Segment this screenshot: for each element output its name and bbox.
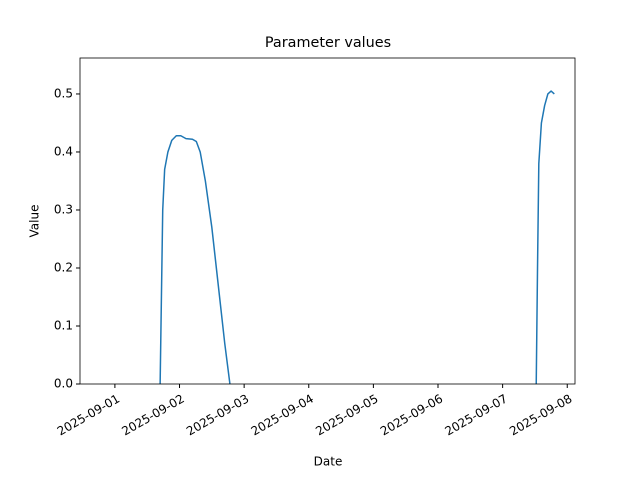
x-axis-label: Date: [314, 455, 343, 469]
y-tick-label: 0.2: [54, 260, 73, 274]
x-tick-label: 2025-09-05: [313, 392, 380, 439]
x-tick-label: 2025-09-06: [378, 392, 445, 439]
x-tick-label: 2025-09-08: [507, 392, 574, 439]
y-tick-label: 0.1: [54, 318, 73, 332]
y-axis-label: Value: [28, 205, 42, 238]
y-tick-label: 0.3: [54, 202, 73, 216]
chart-title: Parameter values: [265, 35, 391, 51]
x-tick-label: 2025-09-03: [184, 392, 251, 439]
x-tick-label: 2025-09-07: [442, 392, 509, 439]
x-tick-label: 2025-09-01: [55, 392, 122, 439]
y-tick-label: 0.0: [54, 377, 73, 391]
plot-frame: [79, 57, 576, 385]
y-tick-label: 0.5: [54, 86, 73, 100]
y-tick-label: 0.4: [54, 144, 73, 158]
x-tick-label: 2025-09-04: [249, 392, 316, 439]
line: [159, 90, 555, 385]
x-tick-label: 2025-09-02: [119, 392, 186, 439]
